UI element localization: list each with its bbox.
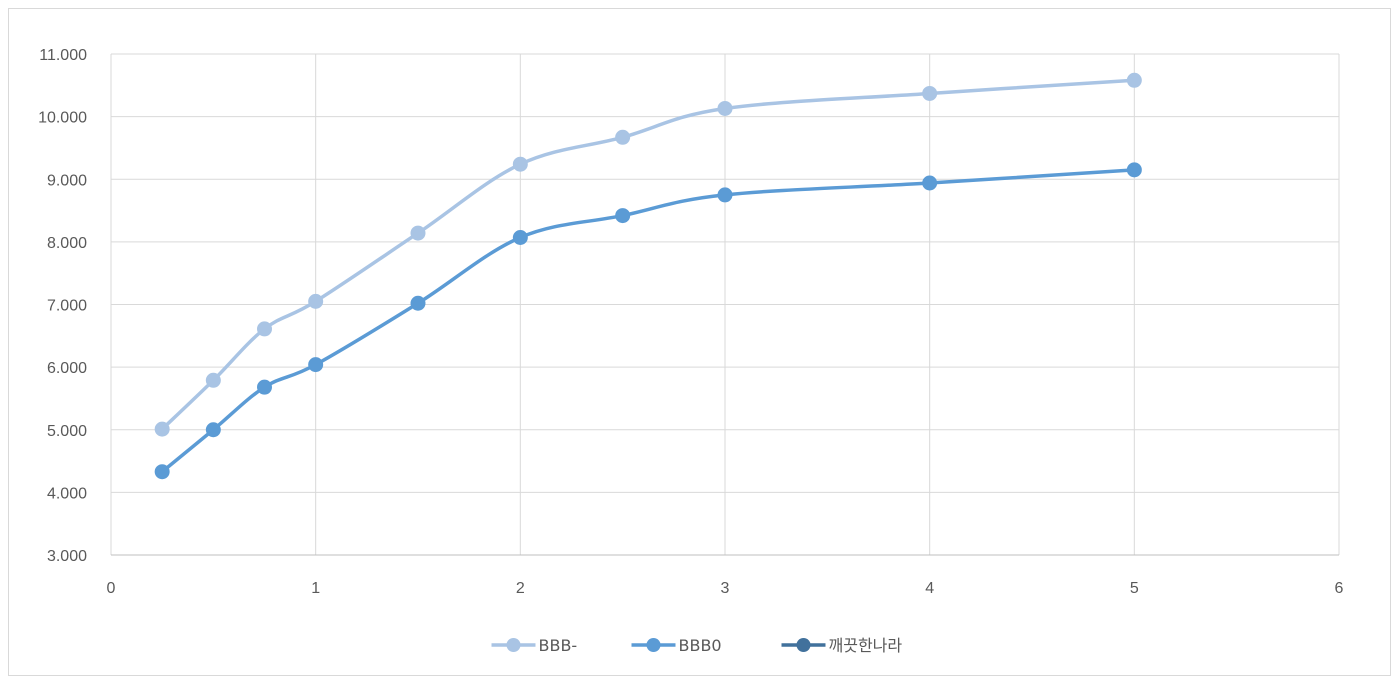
y-tick-label: 8.000 <box>47 235 87 252</box>
series-line-0 <box>160 78 1137 431</box>
series-line-1 <box>160 168 1137 474</box>
legend-label: BBB0 <box>679 636 722 655</box>
y-tick-label: 5.000 <box>47 423 87 440</box>
x-tick-label: 2 <box>516 580 525 597</box>
y-tick-label: 4.000 <box>47 485 87 502</box>
data-point <box>410 225 426 241</box>
legend-label: BBB- <box>539 636 578 655</box>
data-point <box>154 464 170 480</box>
data-point <box>922 175 938 191</box>
legend-item-0: BBB- <box>491 636 578 655</box>
legend-marker-swatch <box>796 638 811 652</box>
chart-frame <box>8 8 1391 676</box>
x-tick-label: 6 <box>1335 580 1344 597</box>
legend-label: 깨끗한나라 <box>829 636 903 655</box>
data-point <box>615 208 631 224</box>
legend-item-2: 깨끗한나라 <box>781 636 903 655</box>
x-tick-label: 0 <box>107 580 116 597</box>
data-point <box>1126 162 1142 178</box>
x-tick-label: 4 <box>925 580 934 597</box>
y-tick-label: 3.000 <box>47 548 87 565</box>
data-point <box>205 422 221 438</box>
data-point <box>205 372 221 388</box>
data-point <box>257 379 272 395</box>
y-tick-label: 7.000 <box>47 298 87 315</box>
y-tick-label: 9.000 <box>47 172 87 189</box>
data-point <box>1126 72 1142 88</box>
data-point <box>308 357 324 373</box>
legend-item-1: BBB0 <box>631 636 722 655</box>
data-point <box>922 85 938 101</box>
legend: BBB- BBB0 깨끗한나라 <box>491 636 903 655</box>
data-point <box>717 100 733 116</box>
data-point <box>257 321 272 337</box>
series-lines <box>154 72 1142 480</box>
y-tick-label: 11.000 <box>39 47 87 64</box>
legend-marker-swatch <box>506 638 521 652</box>
x-tick-label: 3 <box>721 580 730 597</box>
data-point <box>410 295 426 311</box>
x-tick-label: 1 <box>311 580 320 597</box>
data-point <box>512 156 528 172</box>
gridlines <box>111 53 1340 556</box>
data-point <box>512 229 528 245</box>
data-point <box>308 293 324 309</box>
y-tick-label: 10.000 <box>38 110 87 127</box>
y-tick-label: 6.000 <box>47 360 87 377</box>
data-point <box>154 421 170 437</box>
data-point <box>717 187 733 203</box>
legend-marker-swatch <box>646 638 661 652</box>
x-tick-label: 5 <box>1130 580 1139 597</box>
axes: 3.000 4.000 5.000 6.000 7.000 8.000 9.000 10.00… <box>38 47 1343 597</box>
data-point <box>615 129 631 145</box>
